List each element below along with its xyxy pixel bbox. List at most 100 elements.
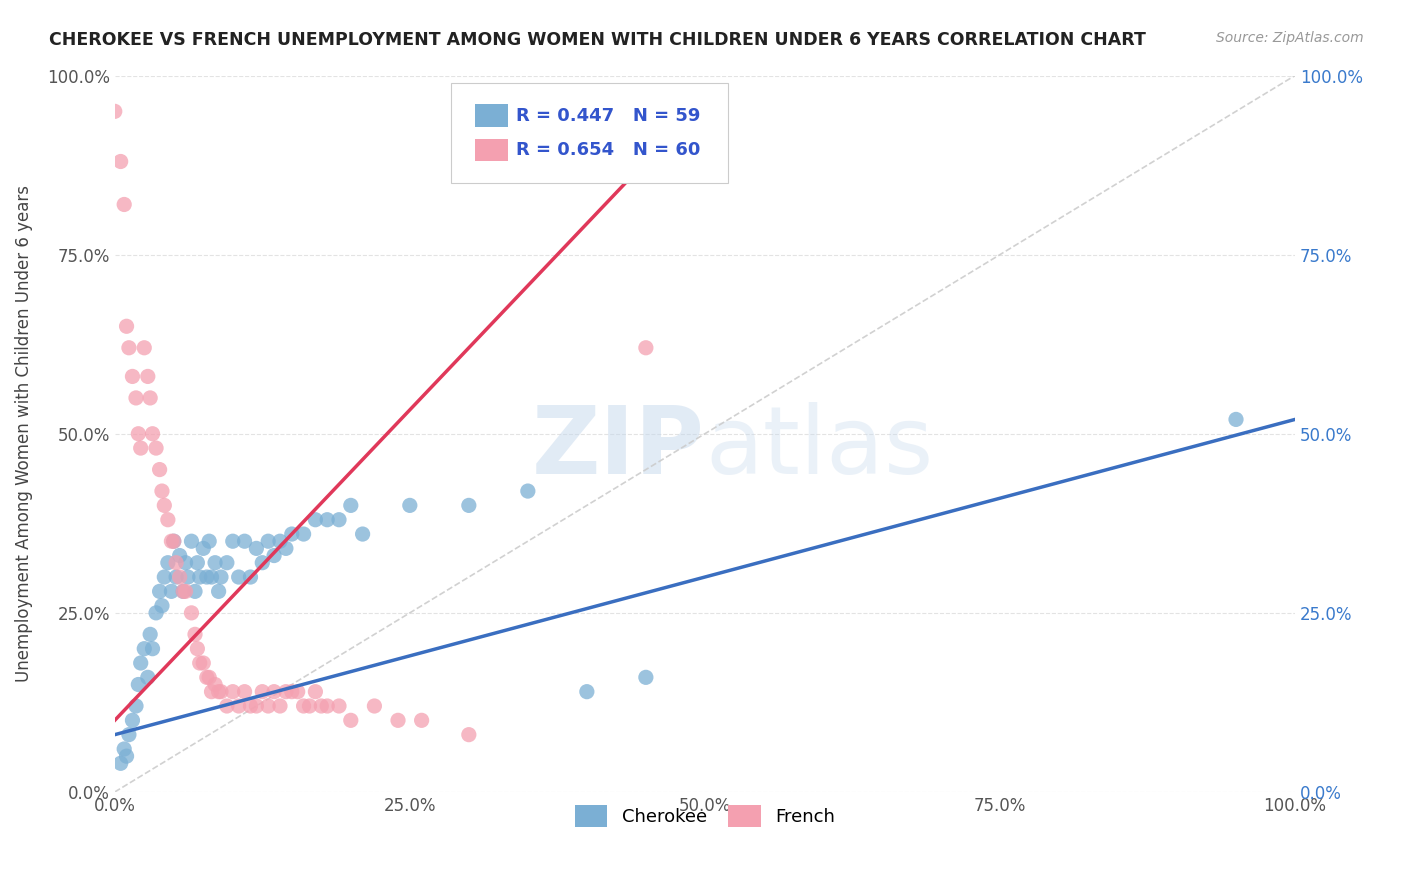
Point <box>257 534 280 549</box>
Text: R = 0.447   N = 59: R = 0.447 N = 59 <box>516 107 700 125</box>
Point <box>127 677 149 691</box>
Point <box>180 606 202 620</box>
Point <box>134 341 156 355</box>
Text: atlas: atlas <box>704 402 934 494</box>
Point <box>172 584 194 599</box>
Point <box>174 584 197 599</box>
Point <box>281 684 304 698</box>
Point <box>411 714 433 728</box>
Point <box>184 627 207 641</box>
Point <box>180 534 202 549</box>
Point <box>112 197 135 211</box>
Point <box>195 670 218 684</box>
Point <box>160 534 183 549</box>
Point <box>198 534 221 549</box>
Point <box>112 742 135 756</box>
Point <box>149 462 172 476</box>
Point <box>207 684 229 698</box>
Bar <box>475 138 508 161</box>
Point <box>129 656 152 670</box>
Point <box>316 698 339 713</box>
Point <box>516 484 538 499</box>
Point <box>125 698 148 713</box>
Point <box>269 534 291 549</box>
Point <box>311 698 333 713</box>
Point <box>169 549 191 563</box>
Point <box>1225 412 1247 426</box>
Point <box>145 606 167 620</box>
Point <box>292 527 315 541</box>
Point <box>252 556 274 570</box>
Point <box>398 499 420 513</box>
Point <box>172 584 194 599</box>
Point <box>149 584 172 599</box>
Point <box>104 104 127 119</box>
Point <box>222 534 245 549</box>
Point <box>121 369 143 384</box>
Point <box>215 698 238 713</box>
Point <box>169 570 191 584</box>
Point <box>634 341 657 355</box>
Point <box>204 677 226 691</box>
Point <box>186 641 208 656</box>
Text: R = 0.654   N = 60: R = 0.654 N = 60 <box>516 141 700 159</box>
Point <box>257 698 280 713</box>
Point <box>274 541 297 556</box>
Point <box>150 599 173 613</box>
Point <box>209 684 232 698</box>
Point <box>204 556 226 570</box>
Point <box>186 556 208 570</box>
Point <box>150 484 173 499</box>
Point <box>457 499 479 513</box>
Point <box>193 541 215 556</box>
Point <box>156 556 179 570</box>
Point <box>163 534 186 549</box>
Point <box>177 570 200 584</box>
Point <box>141 426 163 441</box>
Point <box>252 684 274 698</box>
Point <box>139 391 162 405</box>
Point <box>281 527 304 541</box>
Bar <box>475 104 508 127</box>
Point <box>233 534 256 549</box>
Point <box>304 684 326 698</box>
Point <box>363 698 385 713</box>
Point <box>193 656 215 670</box>
Point <box>352 527 374 541</box>
Point <box>110 154 132 169</box>
Point <box>239 570 262 584</box>
Point <box>127 426 149 441</box>
Point <box>233 684 256 698</box>
Text: ZIP: ZIP <box>531 402 704 494</box>
Point <box>188 570 211 584</box>
Point <box>145 441 167 455</box>
Point <box>195 570 218 584</box>
Point <box>209 570 232 584</box>
Point <box>115 749 138 764</box>
Point <box>340 499 363 513</box>
Point <box>136 369 159 384</box>
Point <box>188 656 211 670</box>
Point <box>156 513 179 527</box>
Point <box>118 341 141 355</box>
Point <box>457 728 479 742</box>
Point <box>153 570 176 584</box>
Point <box>634 670 657 684</box>
Point <box>118 728 141 742</box>
Point <box>200 570 222 584</box>
Point <box>269 698 291 713</box>
Point <box>174 556 197 570</box>
Text: Source: ZipAtlas.com: Source: ZipAtlas.com <box>1216 31 1364 45</box>
Point <box>239 698 262 713</box>
Point <box>245 541 267 556</box>
Point <box>198 670 221 684</box>
Point <box>228 698 250 713</box>
Y-axis label: Unemployment Among Women with Children Under 6 years: Unemployment Among Women with Children U… <box>15 186 32 682</box>
Point <box>287 684 309 698</box>
Point <box>129 441 152 455</box>
Point <box>328 698 350 713</box>
Point <box>328 513 350 527</box>
Point <box>115 319 138 334</box>
Point <box>387 714 409 728</box>
Point <box>340 714 363 728</box>
